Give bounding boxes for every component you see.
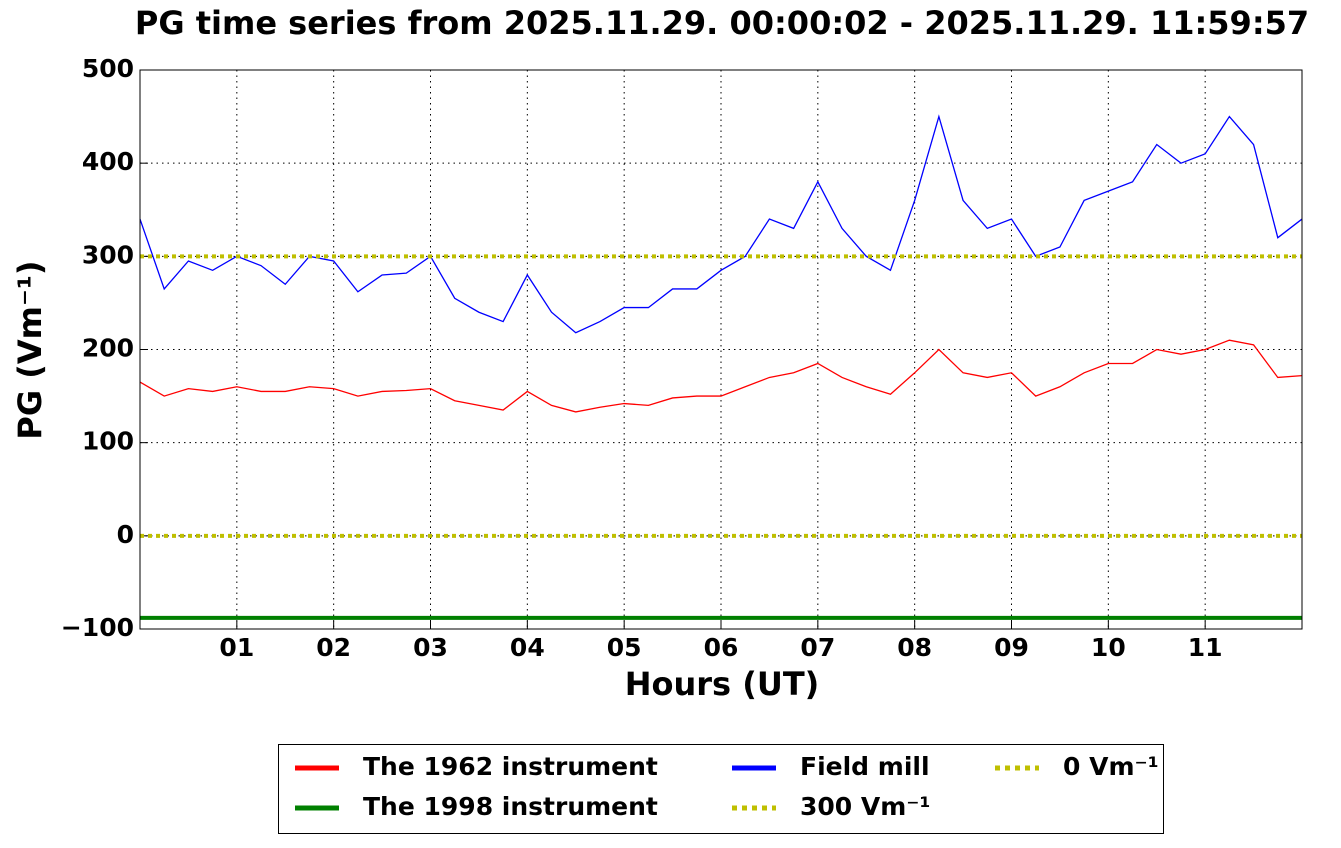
x-tick-label: 09 xyxy=(994,633,1029,662)
y-tick-label: −100 xyxy=(61,613,134,642)
y-tick-label: 300 xyxy=(82,240,134,269)
series-line xyxy=(139,339,1303,413)
y-tick-label: 200 xyxy=(82,334,134,363)
y-tick-label: 0 xyxy=(117,520,134,549)
series-line xyxy=(139,114,1303,334)
x-tick-label: 08 xyxy=(897,633,932,662)
legend-label: The 1998 instrument xyxy=(363,792,658,821)
x-tick-label: 05 xyxy=(607,633,642,662)
x-axis-label: Hours (UT) xyxy=(625,665,820,703)
y-tick-label: 400 xyxy=(82,147,134,176)
legend-label: 0 Vm⁻¹ xyxy=(1063,752,1159,781)
x-tick-label: 07 xyxy=(800,633,835,662)
x-tick-label: 11 xyxy=(1188,633,1223,662)
legend-label: Field mill xyxy=(800,752,930,781)
y-axis-label: PG (Vm⁻¹) xyxy=(11,260,49,439)
x-tick-label: 03 xyxy=(413,633,448,662)
x-tick-label: 02 xyxy=(316,633,351,662)
legend-label: The 1962 instrument xyxy=(363,752,658,781)
y-tick-label: 100 xyxy=(82,427,134,456)
x-tick-label: 06 xyxy=(704,633,739,662)
x-tick-label: 04 xyxy=(510,633,545,662)
legend-box xyxy=(278,744,1164,834)
x-tick-label: 10 xyxy=(1091,633,1126,662)
x-tick-label: 01 xyxy=(219,633,254,662)
chart-title: PG time series from 2025.11.29. 00:00:02… xyxy=(135,4,1309,42)
y-tick-label: 500 xyxy=(82,54,134,83)
legend-label: 300 Vm⁻¹ xyxy=(800,792,930,821)
plot-frame xyxy=(139,69,1303,630)
